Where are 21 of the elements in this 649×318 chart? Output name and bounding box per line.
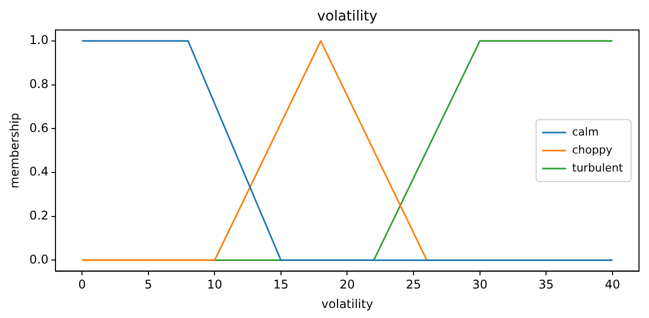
x-tick-label: 35 — [538, 278, 554, 292]
y-tick-label: 0.8 — [29, 76, 48, 91]
y-axis-title: membership — [7, 112, 22, 188]
x-axis-title: volatility — [321, 296, 374, 311]
x-tick-label: 40 — [604, 278, 620, 292]
x-tick-label: 5 — [144, 278, 152, 292]
legend-label: choppy — [572, 143, 613, 156]
x-tick-label: 30 — [472, 278, 488, 292]
x-tick-label: 15 — [273, 278, 289, 292]
legend-label: turbulent — [572, 161, 624, 174]
chart-title: volatility — [317, 8, 378, 25]
y-tick-label: 0.6 — [29, 120, 48, 135]
x-tick-label: 20 — [340, 278, 355, 292]
x-tick-label: 10 — [206, 278, 222, 292]
y-tick-label: 1.0 — [29, 33, 48, 48]
legend-label: calm — [572, 125, 599, 138]
x-tick-label: 0 — [78, 278, 86, 292]
y-tick-label: 0.4 — [29, 164, 48, 179]
y-tick-label: 0.2 — [29, 208, 48, 223]
y-tick-label: 0.0 — [29, 252, 48, 266]
x-tick-label: 25 — [406, 278, 422, 292]
